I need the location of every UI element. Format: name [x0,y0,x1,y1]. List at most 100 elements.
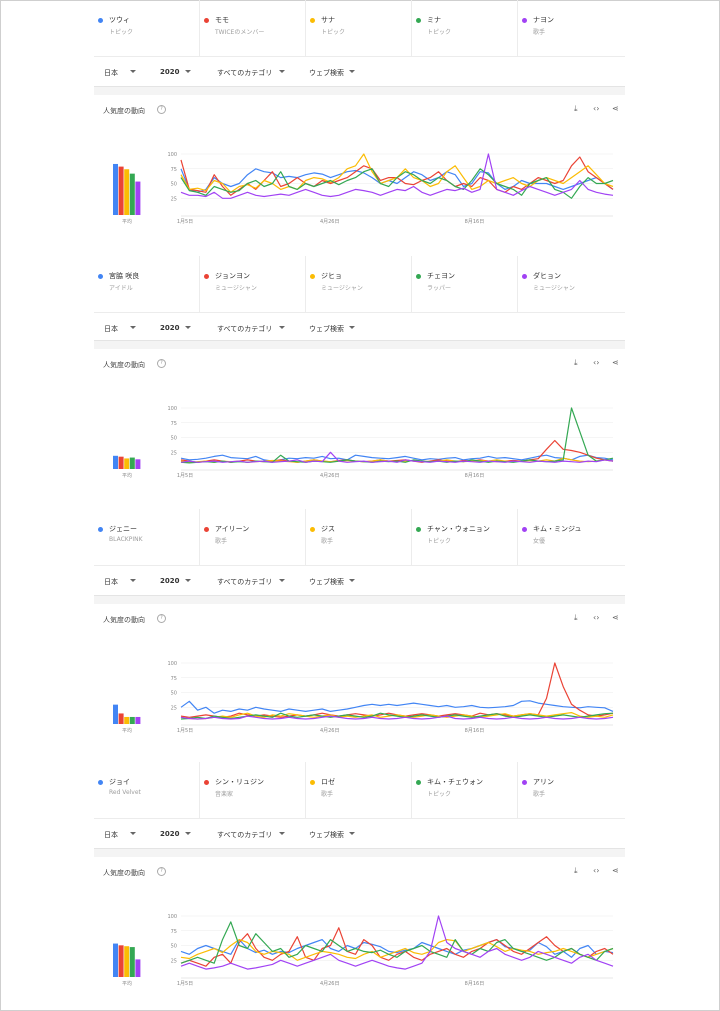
search-term-card[interactable]: チャン・ウォニョン トピック [412,509,518,565]
region-dropdown[interactable]: 日本 [104,578,118,586]
search-term-card[interactable]: ミナ トピック [412,0,518,56]
series-line [180,715,614,720]
search-term-type: 音楽家 [215,791,234,798]
search-term-card[interactable]: アイリーン 歌手 [200,509,306,565]
category-dropdown[interactable]: すべてのカテゴリ [217,69,273,77]
year-dropdown[interactable]: 2020 [160,577,180,585]
search-term-card[interactable]: ジェニー BLACKPINK [94,509,200,565]
share-icon[interactable]: ⋖ [612,866,619,875]
search-term-type: BLACKPINK [109,536,143,543]
average-bar [135,959,141,977]
series-line [180,168,614,199]
download-icon[interactable]: ⤓ [574,613,578,622]
region-dropdown[interactable]: 日本 [104,325,118,333]
search-term-card[interactable]: アリン 歌手 [518,762,624,818]
x-tick-label: 1月5日 [177,981,193,987]
search-type-dropdown[interactable]: ウェブ検索 [309,578,344,586]
search-term-card[interactable]: ツウィ トピック [94,0,200,56]
search-term-card[interactable]: キム・ミンジュ 女優 [518,509,624,565]
search-term-type: ミュージシャン [533,285,575,292]
search-term-card[interactable]: シン・リュジン 音楽家 [200,762,306,818]
average-bar [124,458,130,469]
search-term-card[interactable]: ロゼ 歌手 [306,762,412,818]
search-term-name: ダヒョン [533,272,561,280]
series-color-dot [310,18,315,23]
help-icon[interactable]: ? [157,359,166,368]
search-type-dropdown[interactable]: ウェブ検索 [309,831,344,839]
embed-icon[interactable]: ‹› [593,104,600,113]
search-term-card[interactable]: ダヒョンミュージシャン [518,256,624,312]
chevron-down-icon [349,70,355,73]
x-tick-label: 8月16日 [465,473,485,479]
search-term-name: 宮脇 咲良 [109,272,140,280]
search-term-card[interactable]: サナ トピック [306,0,412,56]
search-term-name: キム・ミンジュ [533,525,582,533]
year-dropdown[interactable]: 2020 [160,830,180,838]
chart-title: 人気度の動向 [103,869,145,877]
search-term-card[interactable]: ジョイ Red Velvet [94,762,200,818]
series-color-dot [522,274,527,279]
share-icon[interactable]: ⋖ [612,613,619,622]
y-tick-label: 100 [167,661,177,667]
search-term-card[interactable]: ナヨン 歌手 [518,0,624,56]
search-term-card[interactable]: ジヒョ ミュージシャン [306,256,412,312]
trend-chart-svg: 100 75 50 25 1月5日 4月26日 8月16日 平均 [113,661,614,734]
search-term-name: ジョイ [109,778,130,786]
search-term-name: ナヨン [533,16,554,24]
year-dropdown[interactable]: 2020 [160,68,180,76]
embed-icon[interactable]: ‹› [593,358,600,367]
y-tick-label: 25 [171,958,177,964]
x-tick-label: 8月16日 [465,728,485,734]
search-term-type: トピック [109,29,134,36]
series-color-dot [522,527,527,532]
search-term-card[interactable]: ジス 歌手 [306,509,412,565]
share-icon[interactable]: ⋖ [612,358,619,367]
series-line [180,153,614,199]
year-dropdown[interactable]: 2020 [160,324,180,332]
filter-bar: 日本 2020 すべてのカテゴリ ウェブ検索 [94,313,625,343]
search-type-dropdown[interactable]: ウェブ検索 [309,325,344,333]
search-term-name: ジェニー [109,525,137,533]
chevron-down-icon [279,579,285,582]
region-dropdown[interactable]: 日本 [104,831,118,839]
y-tick-label: 75 [171,676,177,682]
chevron-down-icon [349,579,355,582]
section-divider [94,340,625,349]
average-bar [135,716,141,724]
y-tick-label: 100 [167,914,177,920]
search-term-card[interactable]: キム・チェウォン トピック [412,762,518,818]
search-term-type: トピック [427,791,452,798]
help-icon[interactable]: ? [157,105,166,114]
series-color-dot [204,274,209,279]
search-term-type: 歌手 [321,538,334,545]
search-term-card[interactable]: 宮脇 咲良 アイドル [94,256,200,312]
download-icon[interactable]: ⤓ [574,358,578,367]
help-icon[interactable]: ? [157,867,166,876]
category-dropdown[interactable]: すべてのカテゴリ [217,831,273,839]
share-icon[interactable]: ⋖ [612,104,619,113]
embed-icon[interactable]: ‹› [593,613,600,622]
y-tick-label: 25 [171,450,177,456]
average-bar [124,169,130,215]
category-dropdown[interactable]: すべてのカテゴリ [217,578,273,586]
search-term-type: 歌手 [215,538,228,545]
download-icon[interactable]: ⤓ [574,866,578,875]
category-dropdown[interactable]: すべてのカテゴリ [217,325,273,333]
series-line [180,153,614,193]
region-dropdown[interactable]: 日本 [104,69,118,77]
y-tick-label: 50 [171,182,177,188]
search-term-card[interactable]: チェヨン ラッパー [412,256,518,312]
y-tick-label: 75 [171,929,177,935]
x-tick-label: 4月26日 [320,728,340,734]
average-bar [113,163,118,215]
search-term-card[interactable]: ジョンヨン ミュージシャン [200,256,306,312]
help-icon[interactable]: ? [157,614,166,623]
series-color-dot [416,18,421,23]
embed-icon[interactable]: ‹› [593,866,600,875]
search-type-dropdown[interactable]: ウェブ検索 [309,69,344,77]
search-term-card[interactable]: モモ TWICEのメンバー [200,0,306,56]
chevron-down-icon [185,832,191,835]
x-tick-label: 1月5日 [177,219,193,225]
download-icon[interactable]: ⤓ [574,104,578,113]
search-term-name: モモ [215,16,229,24]
